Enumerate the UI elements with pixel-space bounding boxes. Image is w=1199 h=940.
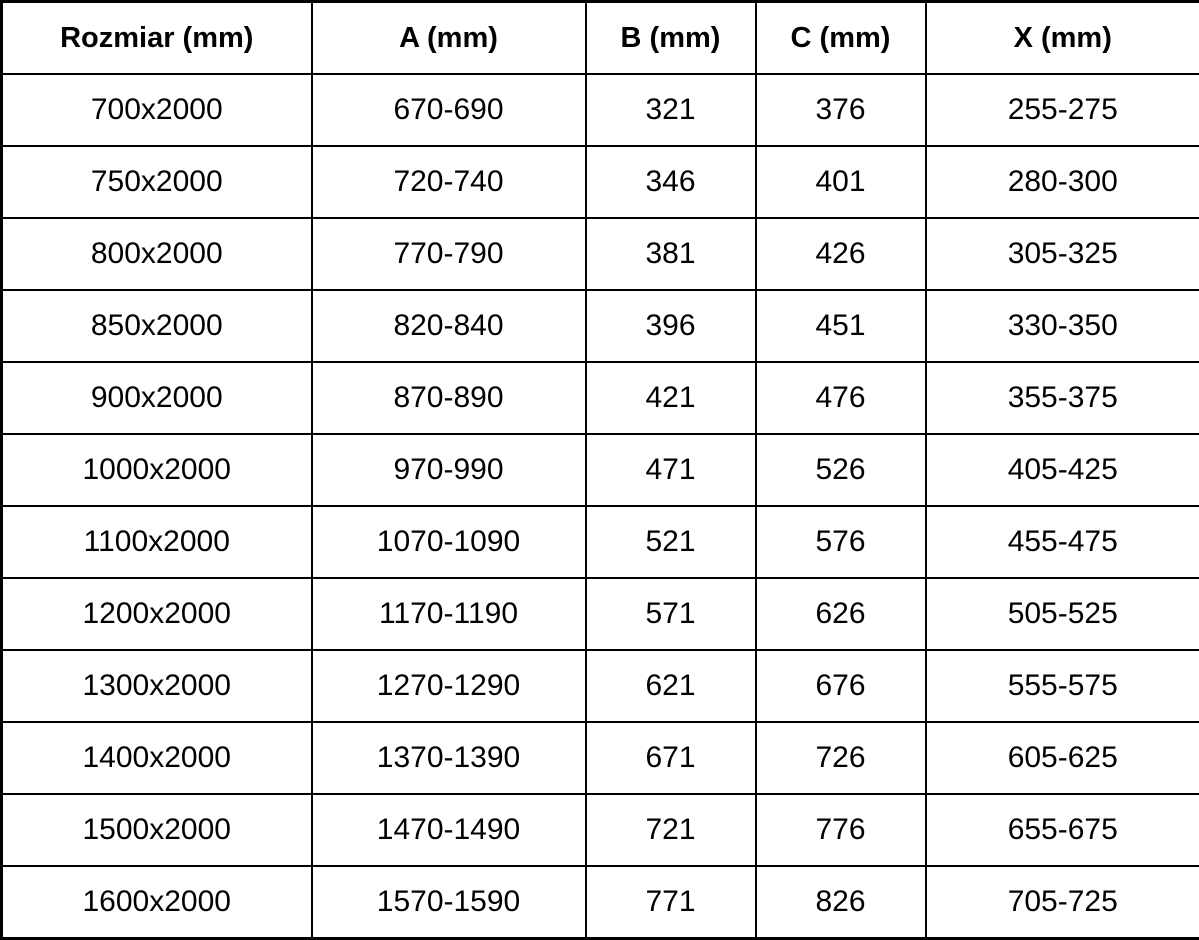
- table-cell: 676: [756, 650, 926, 722]
- table-cell: 655-675: [926, 794, 1199, 866]
- table-cell: 576: [756, 506, 926, 578]
- table-cell: 1600x2000: [2, 866, 312, 939]
- table-cell: 1400x2000: [2, 722, 312, 794]
- table-cell: 505-525: [926, 578, 1199, 650]
- table-cell: 451: [756, 290, 926, 362]
- table-cell: 1170-1190: [312, 578, 586, 650]
- table-cell: 750x2000: [2, 146, 312, 218]
- table-cell: 476: [756, 362, 926, 434]
- table-cell: 1500x2000: [2, 794, 312, 866]
- table-cell: 720-740: [312, 146, 586, 218]
- table-cell: 1270-1290: [312, 650, 586, 722]
- table-cell: 726: [756, 722, 926, 794]
- table-cell: 1370-1390: [312, 722, 586, 794]
- table-cell: 820-840: [312, 290, 586, 362]
- table-cell: 970-990: [312, 434, 586, 506]
- table-cell: 405-425: [926, 434, 1199, 506]
- table-cell: 571: [586, 578, 756, 650]
- table-cell: 770-790: [312, 218, 586, 290]
- table-header-row: Rozmiar (mm) A (mm) B (mm) C (mm) X (mm): [2, 2, 1199, 75]
- table-cell: 1070-1090: [312, 506, 586, 578]
- table-cell: 526: [756, 434, 926, 506]
- table-cell: 776: [756, 794, 926, 866]
- column-header-c: C (mm): [756, 2, 926, 75]
- table-cell: 426: [756, 218, 926, 290]
- table-cell: 850x2000: [2, 290, 312, 362]
- table-cell: 1570-1590: [312, 866, 586, 939]
- table-cell: 555-575: [926, 650, 1199, 722]
- table-cell: 1470-1490: [312, 794, 586, 866]
- column-header-a: A (mm): [312, 2, 586, 75]
- table-cell: 700x2000: [2, 74, 312, 146]
- table-cell: 721: [586, 794, 756, 866]
- column-header-x: X (mm): [926, 2, 1199, 75]
- table-cell: 355-375: [926, 362, 1199, 434]
- table-cell: 381: [586, 218, 756, 290]
- table-cell: 376: [756, 74, 926, 146]
- table-cell: 396: [586, 290, 756, 362]
- table-cell: 280-300: [926, 146, 1199, 218]
- table-cell: 670-690: [312, 74, 586, 146]
- table-cell: 605-625: [926, 722, 1199, 794]
- table-cell: 1300x2000: [2, 650, 312, 722]
- table-cell: 401: [756, 146, 926, 218]
- table-cell: 771: [586, 866, 756, 939]
- table-cell: 305-325: [926, 218, 1199, 290]
- table-cell: 705-725: [926, 866, 1199, 939]
- table-cell: 330-350: [926, 290, 1199, 362]
- column-header-rozmiar: Rozmiar (mm): [2, 2, 312, 75]
- table-cell: 826: [756, 866, 926, 939]
- table-cell: 800x2000: [2, 218, 312, 290]
- table-cell: 321: [586, 74, 756, 146]
- table-cell: 421: [586, 362, 756, 434]
- table-cell: 455-475: [926, 506, 1199, 578]
- table-cell: 521: [586, 506, 756, 578]
- table-cell: 900x2000: [2, 362, 312, 434]
- table-cell: 1000x2000: [2, 434, 312, 506]
- table-cell: 471: [586, 434, 756, 506]
- table-cell: 1100x2000: [2, 506, 312, 578]
- table-cell: 346: [586, 146, 756, 218]
- table-cell: 870-890: [312, 362, 586, 434]
- table-cell: 255-275: [926, 74, 1199, 146]
- table-cell: 626: [756, 578, 926, 650]
- table-cell: 621: [586, 650, 756, 722]
- table-cell: 671: [586, 722, 756, 794]
- table-cell: 1200x2000: [2, 578, 312, 650]
- column-header-b: B (mm): [586, 2, 756, 75]
